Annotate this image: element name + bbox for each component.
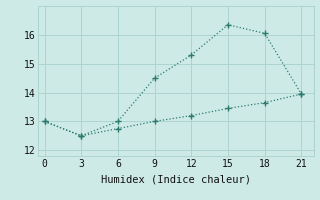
X-axis label: Humidex (Indice chaleur): Humidex (Indice chaleur) <box>101 174 251 184</box>
